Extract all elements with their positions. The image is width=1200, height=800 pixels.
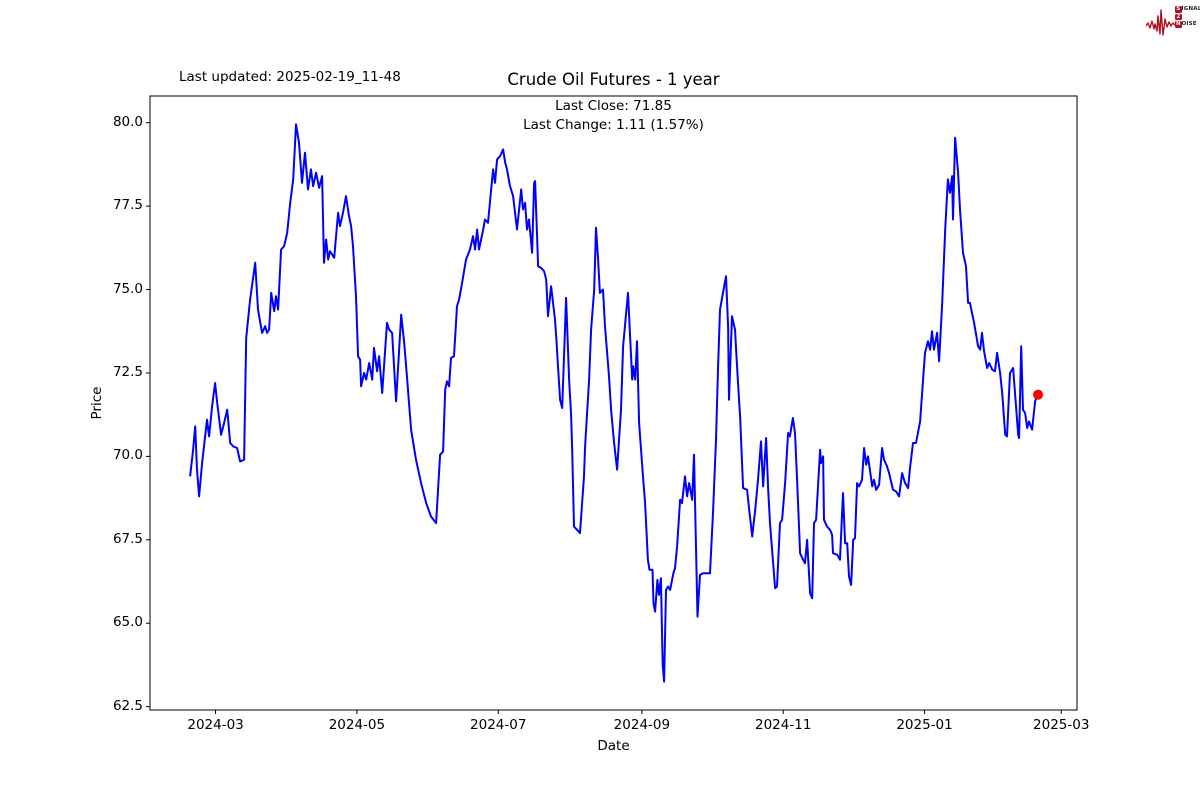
price-line [189,123,1040,683]
pulse-waveform-icon [1146,9,1176,36]
x-axis-label: Date [597,738,630,754]
logo-row-signal: SIGNAL [1175,6,1200,14]
x-tick-label: 2025-01 [896,717,953,733]
y-tick-label: 62.5 [112,697,143,714]
last-change-text: Last Change: 1.11 (1.57%) [523,117,704,133]
chart-subtitle: Last Close: 71.85 Last Change: 1.11 (1.5… [150,97,1077,135]
logo-signal2noise: SIGNAL 2 NOISE [1146,3,1200,41]
y-tick-label: 75.0 [112,280,143,297]
y-tick-label: 67.5 [112,530,143,547]
plot-area-border [149,95,1078,711]
logo-chip-n: N [1175,21,1182,28]
logo-text: SIGNAL 2 NOISE [1175,6,1200,29]
last-price-marker [1033,389,1044,400]
x-tick-label: 2024-09 [613,717,671,733]
x-tick-label: 2024-07 [470,717,527,733]
chart-title: Crude Oil Futures - 1 year [507,70,720,89]
y-tick-label: 72.5 [112,363,143,380]
logo-row-noise: NOISE [1175,21,1200,29]
x-tick-label: 2024-05 [328,717,386,733]
x-tick-label: 2024-03 [187,717,244,733]
y-tick-label: 70.0 [112,447,143,464]
logo-row-2: 2 [1175,13,1200,22]
logo-chip-2: 2 [1175,13,1182,20]
logo-chip-s: S [1175,6,1182,13]
y-tick-label: 80.0 [112,113,143,130]
y-axis-label: Price [89,386,105,420]
last-updated-annotation: Last updated: 2025-02-19_11-48 [179,69,401,85]
x-tick-label: 2025-03 [1033,717,1090,733]
logo-rest-noise: OISE [1181,21,1197,27]
logo-rest-signal: IGNAL [1181,6,1200,12]
last-close-text: Last Close: 71.85 [555,98,672,114]
x-tick-label: 2024-11 [755,717,812,733]
y-tick-label: 65.0 [112,614,143,631]
y-tick-label: 77.5 [112,197,143,214]
